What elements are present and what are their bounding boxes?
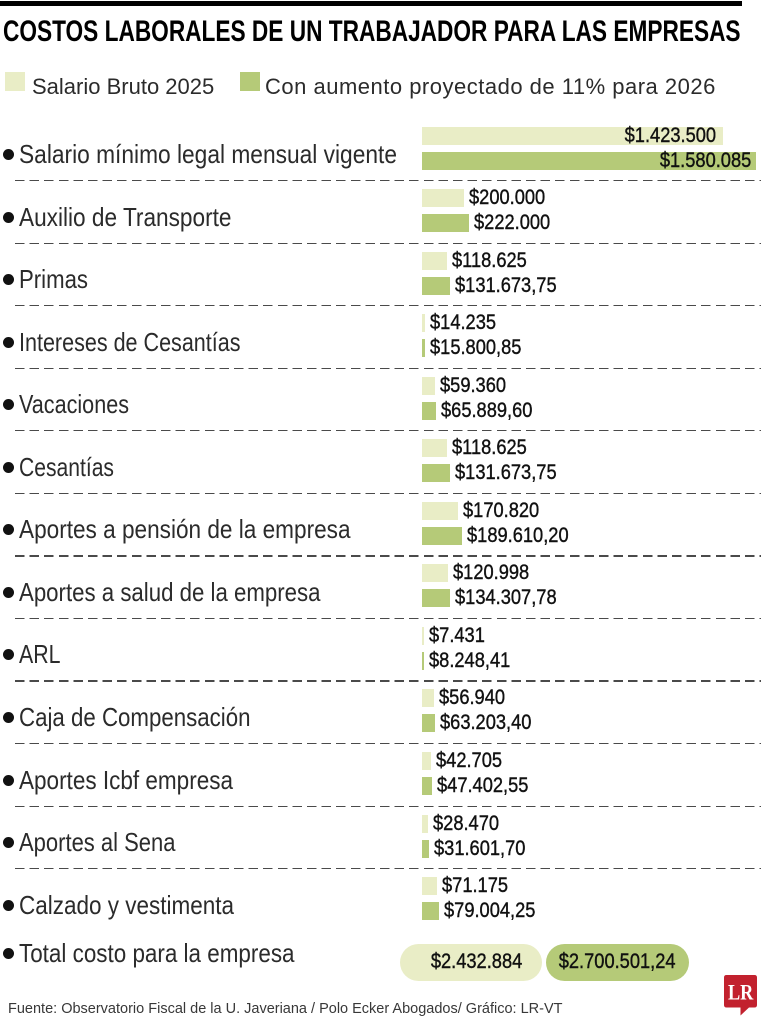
svg-text:LR: LR — [728, 981, 754, 1005]
